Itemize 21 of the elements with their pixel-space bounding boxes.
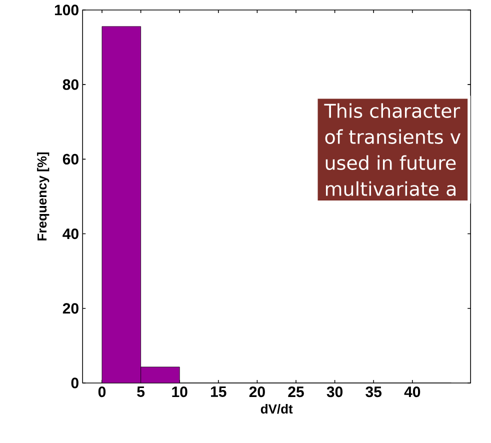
x-tick-label: 25	[288, 386, 304, 398]
y-tick-label: 20	[62, 303, 78, 314]
x-tick-label: 15	[210, 386, 226, 397]
annotation: multivariate a	[326, 181, 456, 196]
annotation: This character	[324, 103, 460, 118]
annotation: used in future	[326, 155, 456, 170]
x-tick-label: 30	[326, 386, 343, 398]
x-tick-label: 5	[137, 386, 145, 397]
x-tick-label: 20	[249, 386, 265, 398]
annotation: of transients v	[325, 129, 461, 144]
x-tick-label: 40	[404, 386, 420, 398]
y-tick-label: 0	[71, 378, 78, 388]
x-axis-title: dV/dt	[260, 404, 293, 414]
y-tick-label: 40	[62, 228, 78, 240]
y-tick-label: 100	[54, 4, 78, 16]
y-tick-label: 80	[62, 79, 78, 90]
x-tick-label: 0	[98, 386, 106, 398]
x-tick-label: 35	[366, 386, 382, 398]
y-axis-title: Frequency [%]	[37, 152, 50, 240]
x-tick-label: 10	[172, 386, 188, 398]
y-tick-label: 60	[62, 154, 78, 164]
